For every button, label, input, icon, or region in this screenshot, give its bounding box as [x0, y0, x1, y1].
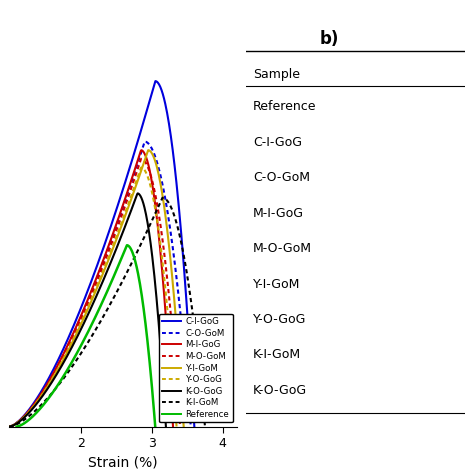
X-axis label: Strain (%): Strain (%): [89, 456, 158, 470]
Text: Y-O-GoG: Y-O-GoG: [253, 313, 306, 326]
Text: b): b): [319, 30, 339, 48]
Text: C-O-GoM: C-O-GoM: [253, 171, 310, 184]
Text: C-I-GoG: C-I-GoG: [253, 136, 302, 149]
Text: K-I-GoM: K-I-GoM: [253, 348, 301, 361]
Text: Y-I-GoM: Y-I-GoM: [253, 278, 301, 291]
Text: Reference: Reference: [253, 100, 317, 113]
Text: M-O-GoM: M-O-GoM: [253, 242, 312, 255]
Legend: C-I-GoG, C-O-GoM, M-I-GoG, M-O-GoM, Y-I-GoM, Y-O-GoG, K-O-GoG, K-I-GoM, Referenc: C-I-GoG, C-O-GoM, M-I-GoG, M-O-GoM, Y-I-…: [159, 314, 233, 422]
Text: M-I-GoG: M-I-GoG: [253, 207, 304, 220]
Text: K-O-GoG: K-O-GoG: [253, 384, 307, 397]
Text: Sample: Sample: [253, 69, 300, 82]
